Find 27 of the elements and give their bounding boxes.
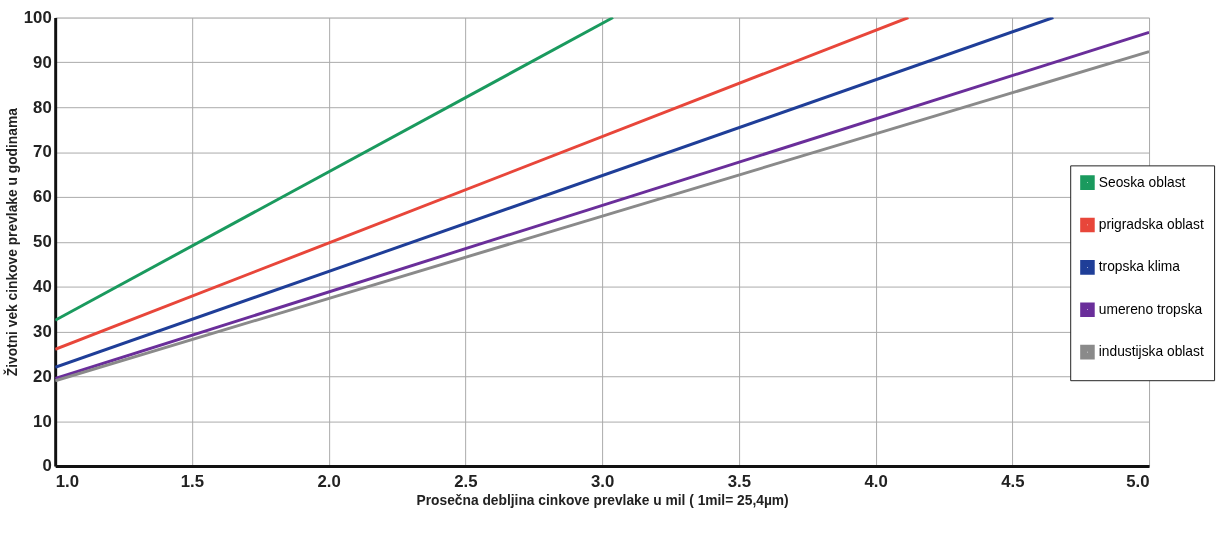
y-tick-label: 10 [33,411,52,431]
legend-label: industijska oblast [1098,344,1204,360]
y-tick-label: 100 [23,7,52,27]
y-axis-title: Životni vek cinkove prevlake u godinama [2,107,20,377]
x-tick-label: 4.0 [864,472,888,492]
legend-label: prigradska oblast [1098,216,1204,232]
x-tick-label: 1.5 [180,472,205,492]
y-tick-label: 30 [33,321,52,341]
x-tick-label: 5.0 [1126,472,1150,492]
legend-label: tropska klima [1098,259,1181,275]
x-tick-label: 3.5 [727,472,751,492]
x-tick-label: 1.0 [55,472,79,492]
x-tick-label: 2.0 [317,472,341,492]
y-tick-label: 80 [33,97,52,117]
x-tick-label: 4.5 [1001,472,1025,492]
y-tick-label: 60 [33,187,52,207]
y-tick-label: 0 [42,456,52,476]
x-tick-label: 3.0 [590,472,615,492]
legend-label: Seoska oblast [1098,174,1186,190]
y-tick-label: 40 [33,277,52,296]
y-tick-label: 70 [33,142,52,162]
x-axis-title: Prosečna debljina cinkove prevlake u mil ( 1mil= 25,4µm) [416,492,789,508]
legend-label: umereno tropska [1098,301,1203,317]
y-tick-label: 50 [33,232,52,252]
y-tick-label: 20 [33,366,52,386]
y-tick-label: 90 [33,52,52,72]
x-tick-label: 2.5 [454,472,478,492]
